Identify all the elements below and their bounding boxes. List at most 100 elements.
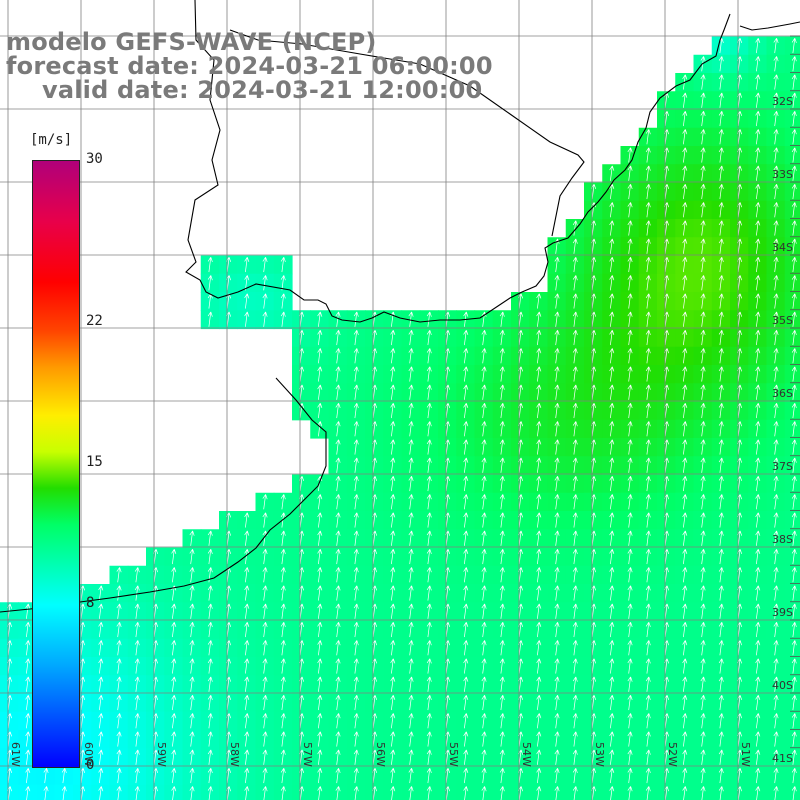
wind-arrow [426,768,432,784]
wind-arrow [408,567,414,583]
wind-arrow [718,457,724,473]
wind-arrow [499,676,505,692]
wind-arrow [408,348,414,364]
wind-speed-cell [602,657,622,676]
wind-speed-cell [456,711,476,731]
wind-arrow [481,786,487,800]
wind-arrow [718,202,724,218]
wind-speed-cell [711,365,731,384]
wind-speed-cell [91,675,111,695]
wind-speed-cell [127,675,147,695]
wind-speed-cell [711,200,731,220]
wind-arrow [499,348,505,364]
wind-speed-cell [711,255,731,275]
wind-speed-cell [711,146,731,165]
wind-speed-cell [383,492,403,512]
wind-speed-cell [492,401,512,421]
wind-arrow [682,348,688,364]
wind-speed-cell [237,711,257,731]
wind-arrow [335,494,341,510]
wind-arrow [244,530,250,546]
wind-arrow [408,476,414,492]
wind-speed-cell [273,529,293,549]
wind-speed-cell [529,474,549,494]
wind-speed-cell [602,200,622,220]
wind-arrow [645,622,651,638]
wind-arrow [98,713,104,729]
wind-speed-cell [91,748,111,768]
wind-speed-cell [529,638,549,658]
wind-arrow [244,603,250,619]
wind-arrow [189,640,195,656]
wind-speed-cell [456,365,476,384]
wind-speed-cell [748,547,768,567]
wind-speed-cell [565,383,585,403]
wind-speed-cell [784,711,800,731]
wind-speed-cell [383,638,403,658]
wind-arrow [353,768,359,784]
wind-speed-cell [565,346,585,366]
wind-speed-cell [529,602,549,622]
wind-arrow [773,622,779,638]
wind-arrow [536,658,542,674]
wind-arrow [481,768,487,784]
wind-speed-cell [748,328,768,348]
wind-speed-cell [419,565,439,585]
wind-arrow [262,494,268,510]
wind-arrow [353,786,359,800]
wind-speed-cell [492,711,512,731]
wind-speed-cell [383,748,403,768]
wind-speed-cell [346,419,366,439]
wind-arrow [408,640,414,656]
wind-speed-cell [748,146,768,165]
wind-arrow [280,293,286,309]
wind-arrow [700,457,706,473]
wind-arrow [353,494,359,510]
wind-arrow [536,311,542,327]
wind-arrow [700,184,706,200]
wind-arrow [627,257,633,273]
wind-arrow [718,330,724,346]
wind-arrow [499,749,505,765]
wind-arrow [408,603,414,619]
wind-arrow [408,512,414,528]
wind-arrow [408,549,414,565]
colorbar-tick: 22 [86,312,103,329]
wind-arrow [499,476,505,492]
wind-arrow [609,567,615,583]
wind-speed-cell [675,730,695,749]
wind-speed-cell [711,602,731,622]
wind-speed-cell [602,292,622,311]
wind-arrow [791,512,797,528]
wind-speed-cell [273,711,293,731]
wind-speed-cell [91,602,111,622]
wind-speed-cell [492,766,512,786]
wind-speed-cell [675,346,695,366]
wind-speed-cell [638,584,658,603]
wind-arrow [335,330,341,346]
wind-arrow [773,421,779,437]
wind-speed-cell [346,328,366,348]
wind-speed-cell [200,730,220,749]
wind-arrow [682,311,688,327]
wind-arrow [536,603,542,619]
latitude-label: 37S [772,460,793,473]
latitude-label: 38S [772,533,793,546]
wind-arrow [572,786,578,800]
wind-speed-cell [638,346,658,366]
wind-arrow [317,567,323,583]
wind-speed-cell [200,602,220,622]
wind-arrow [499,530,505,546]
wind-arrow [609,202,615,218]
wind-speed-cell [565,638,585,658]
wind-speed-cell [748,419,768,439]
wind-arrow [499,549,505,565]
wind-speed-cell [346,766,366,786]
wind-arrow [262,293,268,309]
wind-arrow [426,457,432,473]
wind-speed-cell [748,310,768,330]
wind-speed-cell [419,365,439,384]
wind-arrow [718,147,724,163]
wind-speed-cell [565,730,585,749]
wind-arrow [335,749,341,765]
